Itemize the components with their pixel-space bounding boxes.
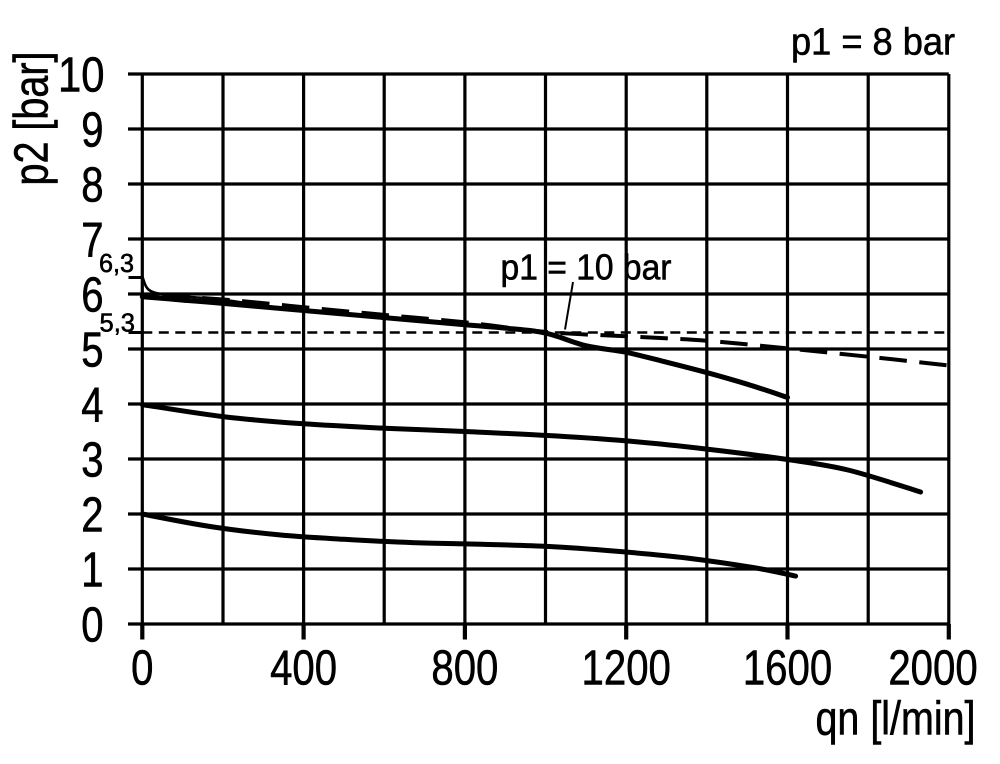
- svg-text:9: 9: [81, 103, 103, 157]
- svg-text:2: 2: [81, 488, 103, 542]
- svg-text:p2 [bar]: p2 [bar]: [6, 52, 59, 186]
- svg-text:1600: 1600: [743, 642, 832, 696]
- svg-text:5: 5: [81, 323, 103, 377]
- svg-text:1200: 1200: [582, 642, 671, 696]
- svg-text:2000: 2000: [888, 642, 977, 696]
- svg-text:p1 = 8 bar: p1 = 8 bar: [791, 22, 955, 64]
- svg-text:4: 4: [81, 378, 103, 432]
- svg-text:p1 = 10 bar: p1 = 10 bar: [501, 247, 672, 288]
- svg-text:qn [l/min]: qn [l/min]: [816, 692, 976, 745]
- svg-text:6: 6: [81, 268, 103, 322]
- svg-text:800: 800: [431, 642, 498, 696]
- svg-text:6,3: 6,3: [99, 248, 134, 278]
- svg-text:8: 8: [81, 158, 103, 212]
- svg-text:400: 400: [270, 642, 337, 696]
- svg-text:10: 10: [58, 48, 105, 102]
- svg-text:5,3: 5,3: [100, 308, 136, 338]
- svg-text:3: 3: [81, 433, 103, 487]
- svg-text:1: 1: [81, 543, 103, 597]
- svg-text:0: 0: [131, 642, 153, 696]
- svg-text:7: 7: [81, 213, 103, 267]
- svg-text:0: 0: [81, 598, 103, 652]
